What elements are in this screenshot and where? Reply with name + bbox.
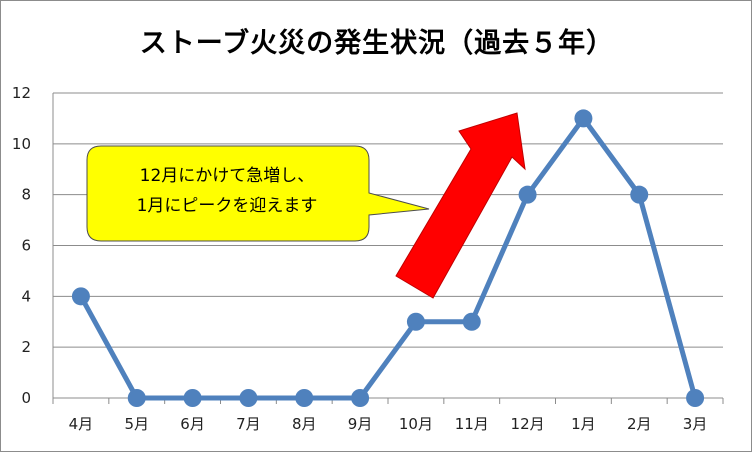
trend-arrow — [395, 112, 526, 299]
annotation-callout: 12月にかけて急増し、 1月にピークを迎えます — [86, 145, 430, 242]
x-tick-label: 3月 — [683, 415, 708, 433]
callout-line-2: 1月にピークを迎えます — [137, 196, 318, 216]
data-point — [686, 389, 705, 407]
data-point — [574, 109, 593, 128]
data-point — [406, 312, 425, 331]
y-tick-label: 4 — [21, 287, 31, 305]
x-tick-label: 5月 — [124, 415, 149, 433]
data-point — [295, 389, 314, 407]
data-point — [351, 389, 370, 407]
callout-box — [86, 145, 430, 242]
y-tick-label: 8 — [21, 186, 31, 204]
data-point — [630, 185, 649, 204]
y-axis-ticks: 0 2 4 6 8 10 12 — [12, 84, 31, 407]
x-tick-label: 1月 — [571, 415, 596, 433]
x-tick-label: 8月 — [292, 415, 317, 433]
x-tick-label: 12月 — [511, 415, 545, 433]
y-tick-label: 6 — [21, 237, 31, 255]
y-tick-label: 0 — [21, 389, 31, 407]
data-points — [71, 109, 705, 407]
callout-line-1: 12月にかけて急増し、 — [140, 166, 315, 186]
x-tick-label: 4月 — [69, 415, 94, 433]
chart-title: ストーブ火災の発生状況（過去５年） — [139, 28, 615, 59]
y-tick-label: 12 — [12, 84, 31, 102]
x-tick-label: 9月 — [348, 415, 373, 433]
data-point — [239, 389, 258, 407]
data-point — [462, 312, 481, 331]
data-point — [127, 389, 146, 407]
x-axis-ticks: 4月 5月 6月 7月 8月 9月 10月 11月 12月 1月 2月 3月 — [69, 415, 708, 433]
x-tick-label: 11月 — [455, 415, 489, 433]
x-tick-label: 7月 — [236, 415, 261, 433]
series-line — [78, 115, 698, 401]
x-tick-label: 2月 — [627, 415, 652, 433]
y-tick-label: 10 — [12, 135, 31, 153]
x-tick-label: 6月 — [180, 415, 205, 433]
data-point — [183, 389, 202, 407]
y-tick-label: 2 — [21, 338, 31, 356]
data-point — [71, 287, 90, 306]
x-tick-label: 10月 — [399, 415, 433, 433]
data-point — [518, 185, 537, 204]
